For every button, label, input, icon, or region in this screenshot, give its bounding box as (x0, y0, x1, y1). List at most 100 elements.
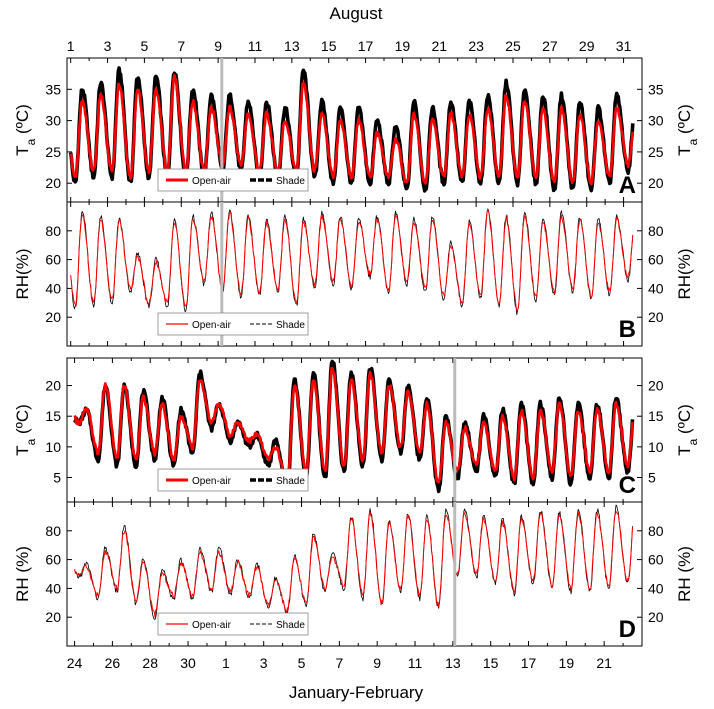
series-shade-line (70, 208, 634, 316)
y-tick-label-left: 20 (45, 309, 61, 325)
legend-shade-label: Shade (276, 320, 305, 331)
y-tick-label-left: 30 (45, 113, 61, 129)
legend-open-air-label: Open-air (192, 620, 232, 631)
bottom-tick-label: 7 (335, 655, 343, 671)
series-open-air-line (74, 511, 633, 618)
top-tick-label: 3 (104, 38, 112, 54)
y-tick-label-left: 60 (45, 552, 61, 568)
y-tick-label-right: 20 (648, 609, 664, 625)
y-tick-label-left: 20 (45, 175, 61, 191)
y-axis-label-left: Ta (ºC) (13, 404, 38, 456)
y-axis-label-right: RH (%) (675, 546, 694, 602)
bottom-tick-label: 21 (596, 655, 612, 671)
top-tick-label: 23 (468, 38, 484, 54)
bottom-tick-label: 1 (222, 655, 230, 671)
series-open-air-line (73, 366, 634, 486)
y-tick-label-right: 60 (648, 552, 664, 568)
y-tick-label-right: 5 (648, 469, 656, 485)
y-tick-label-left: 20 (45, 378, 61, 394)
y-axis-label-right: Ta (ºC) (675, 104, 700, 156)
bottom-tick-label: 15 (483, 655, 499, 671)
top-tick-label: 25 (505, 38, 521, 54)
series-shade-line (74, 504, 633, 620)
top-axis-title: August (330, 4, 383, 23)
legend-shade-label: Shade (276, 620, 305, 631)
legend-shade-label: Shade (276, 176, 305, 187)
y-tick-label-right: 80 (648, 223, 664, 239)
top-date-axis: 1 3 5 7 9 11 13 15 17 19 21 23 25 27 29 31 (67, 38, 632, 54)
bottom-tick-label: 13 (445, 655, 461, 671)
top-tick-label: 29 (579, 38, 595, 54)
legend-box (157, 468, 309, 492)
y-tick-label-right: 30 (648, 113, 664, 129)
panel-a: 20 20 25 25 30 30 35 35 Ta (ºC) Ta (ºC) Open-air Sh… (13, 57, 700, 203)
y-tick-label-right: 25 (648, 144, 664, 160)
top-tick-label: 11 (248, 38, 263, 54)
legend-open-air-label: Open-air (192, 476, 232, 487)
y-tick-label-right: 35 (648, 81, 664, 97)
y-tick-label-right: 15 (648, 408, 664, 424)
y-tick-label-left: 25 (45, 144, 61, 160)
top-tick-label: 27 (542, 38, 558, 54)
bottom-axis-title: January-February (289, 683, 424, 702)
y-tick-label-right: 40 (648, 280, 664, 296)
panel-b: 20 20 40 40 60 60 80 80 RH(%) RH(%) Open-air Shade B (13, 201, 694, 347)
top-tick-label: 15 (321, 38, 337, 54)
panel-d: 20 20 40 40 60 60 80 80 RH (%) RH (%) Open-air Shad… (13, 501, 694, 647)
legend-open-air-label: Open-air (192, 176, 232, 187)
y-axis-label-left: RH(%) (13, 249, 32, 300)
top-tick-label: 31 (616, 38, 632, 54)
y-tick-label-left: 80 (45, 523, 61, 539)
y-tick-label-left: 20 (45, 609, 61, 625)
y-tick-label-right: 20 (648, 175, 664, 191)
top-tick-label: 21 (431, 38, 447, 54)
bottom-tick-label: 24 (67, 655, 83, 671)
plot-frame (66, 501, 643, 647)
bottom-tick-label: 26 (105, 655, 121, 671)
bottom-tick-label: 17 (521, 655, 537, 671)
bottom-tick-label: 3 (260, 655, 268, 671)
y-axis-label-right: Ta (ºC) (675, 404, 700, 456)
bottom-tick-label: 28 (142, 655, 158, 671)
y-tick-label-right: 20 (648, 309, 664, 325)
y-tick-label-right: 80 (648, 523, 664, 539)
y-axis-label-right: RH(%) (675, 249, 694, 300)
top-tick-label: 19 (395, 38, 411, 54)
top-tick-label: 9 (214, 38, 222, 54)
bottom-tick-label: 30 (180, 655, 196, 671)
panel-letter: D (619, 616, 636, 643)
legend-box (157, 168, 309, 192)
top-tick-label: 13 (284, 38, 300, 54)
series-open-air-line (70, 209, 634, 311)
bottom-tick-label: 9 (373, 655, 381, 671)
legend-box (157, 312, 309, 336)
y-tick-label-left: 60 (45, 252, 61, 268)
legend-box (157, 612, 309, 636)
top-tick-label: 5 (141, 38, 149, 54)
y-tick-label-left: 35 (45, 81, 61, 97)
bottom-tick-label: 19 (559, 655, 575, 671)
y-axis-label-left: RH (%) (13, 546, 32, 602)
plot-frame (66, 201, 643, 347)
top-tick-label: 17 (358, 38, 374, 54)
y-tick-label-left: 40 (45, 280, 61, 296)
y-axis-label-left: Ta (ºC) (13, 104, 38, 156)
legend-shade-label: Shade (276, 476, 305, 487)
y-tick-label-left: 80 (45, 223, 61, 239)
top-tick-label: 1 (67, 38, 75, 54)
y-tick-label-left: 10 (45, 439, 61, 455)
bottom-date-axis: 24 26 28 30 1 3 5 7 9 11 13 15 17 19 21 (67, 655, 612, 671)
y-tick-label-right: 20 (648, 378, 664, 394)
panel-c: 5 5 10 10 15 15 20 20 Ta (ºC) Ta (ºC) Open-air Shad… (13, 357, 700, 503)
y-tick-label-right: 40 (648, 580, 664, 596)
y-tick-label-left: 40 (45, 580, 61, 596)
bottom-tick-label: 11 (408, 655, 423, 671)
y-tick-label-right: 10 (648, 439, 664, 455)
bottom-tick-label: 5 (298, 655, 306, 671)
series-open-air-line (69, 73, 635, 186)
panel-letter: A (619, 172, 636, 199)
y-tick-label-left: 5 (53, 469, 61, 485)
panel-letter: B (619, 316, 636, 343)
y-tick-label-left: 15 (45, 408, 61, 424)
